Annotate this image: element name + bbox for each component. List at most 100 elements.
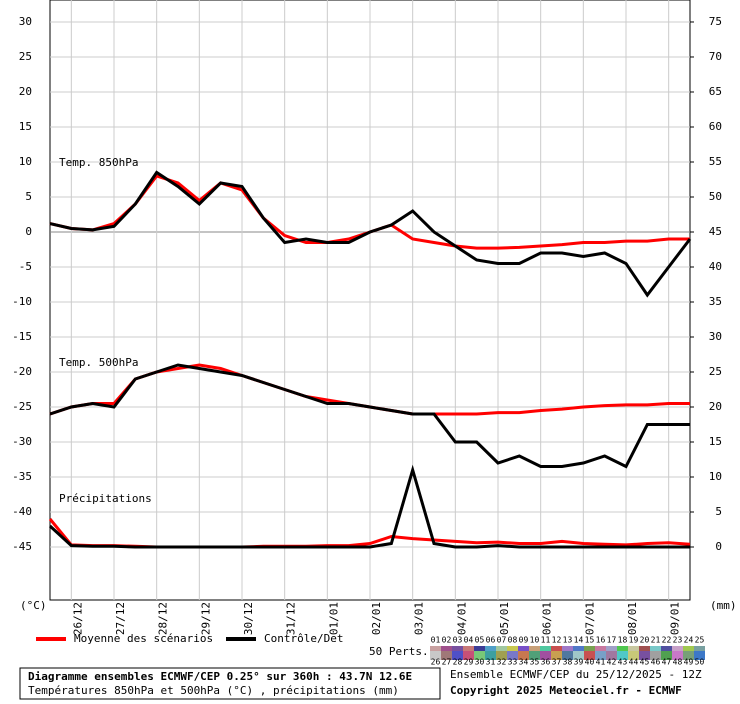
x-tick-label: 05/01: [498, 602, 511, 635]
y-tick-label: 5: [25, 190, 32, 203]
pert-swatch: [507, 651, 518, 660]
pert-swatch: [617, 651, 628, 660]
pert-label: 27: [442, 658, 452, 667]
pert-label: 14: [574, 636, 584, 645]
pert-label: 44: [629, 658, 639, 667]
annotation: Temp. 850hPa: [59, 156, 138, 169]
pert-swatch: [551, 646, 562, 655]
pert-swatch: [683, 646, 694, 655]
x-tick-label: 31/12: [285, 602, 298, 635]
pert-label: 45: [640, 658, 650, 667]
x-tick-label: 07/01: [583, 602, 596, 635]
y-tick-label: 20: [19, 85, 32, 98]
pert-label: 26: [431, 658, 441, 667]
y-tick-label: 30: [19, 15, 32, 28]
pert-label: 07: [497, 636, 507, 645]
pert-label: 12: [552, 636, 562, 645]
pert-label: 42: [607, 658, 617, 667]
pert-swatch: [694, 651, 705, 660]
pert-swatch: [540, 646, 551, 655]
pert-label: 48: [673, 658, 683, 667]
pert-swatch: [474, 651, 485, 660]
y-tick-label: -35: [12, 470, 32, 483]
pert-swatch: [474, 646, 485, 655]
pert-label: 08: [508, 636, 518, 645]
pert-label: 50: [695, 658, 705, 667]
pert-label: 30: [475, 658, 485, 667]
y2-tick-label: 25: [709, 365, 722, 378]
pert-label: 49: [684, 658, 694, 667]
pert-swatch: [573, 651, 584, 660]
pert-swatch: [441, 651, 452, 660]
pert-swatch: [562, 646, 573, 655]
pert-swatch: [661, 646, 672, 655]
pert-swatch: [518, 651, 529, 660]
pert-swatch: [606, 651, 617, 660]
x-tick-label: 27/12: [114, 602, 127, 635]
x-tick-label: 04/01: [455, 602, 468, 635]
pert-label: 32: [497, 658, 507, 667]
pert-label: 01: [431, 636, 441, 645]
pert-label: 03: [453, 636, 463, 645]
x-tick-label: 28/12: [157, 602, 170, 635]
pert-swatch: [628, 646, 639, 655]
pert-swatch: [672, 646, 683, 655]
pert-swatch: [463, 651, 474, 660]
y-tick-label: 0: [25, 225, 32, 238]
pert-swatch: [430, 651, 441, 660]
pert-swatch: [595, 646, 606, 655]
y-tick-label: -40: [12, 505, 32, 518]
y2-tick-label: 45: [709, 225, 722, 238]
pert-label: 39: [574, 658, 584, 667]
perts-label: 50 Perts.: [369, 645, 429, 658]
y2-tick-label: 55: [709, 155, 722, 168]
y-axis-label: (°C): [20, 599, 47, 612]
y2-tick-label: 0: [715, 540, 722, 553]
y-tick-label: -15: [12, 330, 32, 343]
pert-label: 37: [552, 658, 562, 667]
pert-swatch: [518, 646, 529, 655]
y-tick-label: 25: [19, 50, 32, 63]
pert-swatch: [573, 646, 584, 655]
pert-label: 36: [541, 658, 551, 667]
pert-swatch: [650, 651, 661, 660]
pert-label: 47: [662, 658, 672, 667]
pert-label: 35: [530, 658, 540, 667]
pert-label: 24: [684, 636, 694, 645]
y2-tick-label: 65: [709, 85, 722, 98]
series-line: [49, 363, 690, 469]
legend-label: Moyenne des scénarios: [74, 632, 213, 645]
copyright: Copyright 2025 Meteociel.fr - ECMWF: [450, 684, 682, 697]
pert-label: 46: [651, 658, 661, 667]
pert-label: 16: [596, 636, 606, 645]
pert-swatch: [606, 646, 617, 655]
pert-swatch: [584, 651, 595, 660]
y-tick-label: -45: [12, 540, 32, 553]
series-line: [48, 464, 690, 549]
pert-swatch: [430, 646, 441, 655]
pert-swatch: [496, 646, 507, 655]
y2-tick-label: 5: [715, 505, 722, 518]
pert-label: 25: [695, 636, 705, 645]
pert-swatch: [529, 651, 540, 660]
pert-label: 28: [453, 658, 463, 667]
y2-tick-label: 60: [709, 120, 722, 133]
pert-label: 13: [563, 636, 573, 645]
pert-swatch: [485, 646, 496, 655]
pert-label: 05: [475, 636, 485, 645]
x-tick-label: 03/01: [413, 602, 426, 635]
annotation: Temp. 500hPa: [59, 356, 138, 369]
pert-label: 33: [508, 658, 518, 667]
pert-swatch: [496, 651, 507, 660]
y-tick-label: -10: [12, 295, 32, 308]
y-tick-label: -25: [12, 400, 32, 413]
pert-swatch: [452, 651, 463, 660]
pert-label: 23: [673, 636, 683, 645]
pert-label: 38: [563, 658, 573, 667]
y2-tick-label: 50: [709, 190, 722, 203]
y2-tick-label: 30: [709, 330, 722, 343]
title-box: [19, 667, 441, 700]
pert-swatch: [661, 651, 672, 660]
pert-label: 40: [585, 658, 595, 667]
x-tick-label: 06/01: [541, 602, 554, 635]
